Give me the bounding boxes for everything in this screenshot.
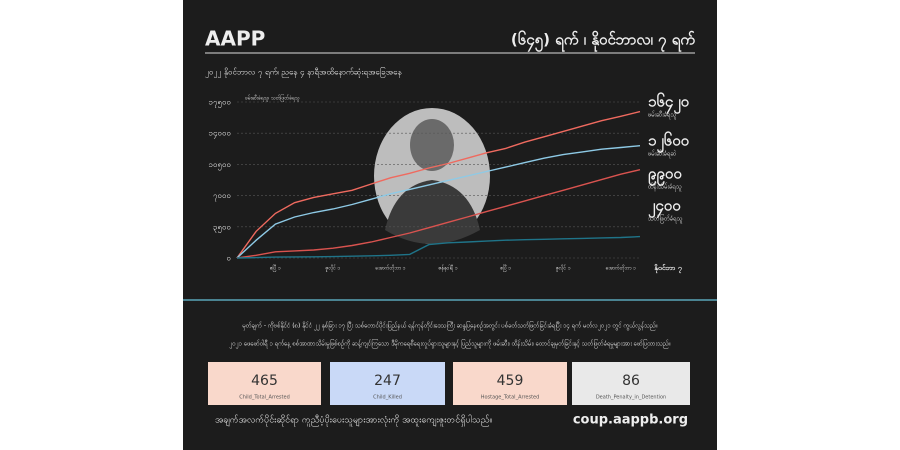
y-tick-label: ၁၄၀၀၀ bbox=[209, 129, 232, 140]
y-tick-label: ၁၇၅၀၀ bbox=[209, 98, 232, 109]
x-tick-label: ဧပြီ ၁ bbox=[500, 265, 511, 272]
x-tick-label: နိုဝင်ဘာ ၇ bbox=[653, 264, 682, 274]
stat-box bbox=[572, 362, 690, 405]
end-label: ၁၂၆၀၀ bbox=[648, 131, 690, 154]
series-line bbox=[236, 110, 641, 259]
subtitle: ၂၀၂၂ နိုဝင်ဘာလ ၇ ရက်၊ ညနေ ၄ နာရီအထိနောက်… bbox=[205, 67, 402, 79]
right-title: (၆၄၅) ရက် ၊ နိုဝင်ဘာလ၊ ၇ ရက် bbox=[511, 30, 695, 53]
end-label: ၁၆၄၂၀ bbox=[648, 92, 690, 115]
x-tick-label: အောက်တိုဘာ ၁ bbox=[375, 266, 405, 272]
stat-label: Child_Total_Arrested bbox=[239, 395, 290, 401]
stat-box bbox=[330, 362, 445, 405]
photo-body bbox=[385, 180, 480, 244]
legend-label: ဖမ်းဆီးခံရသူ bbox=[648, 111, 677, 120]
x-tick-label: ဇန်နဝါရီ ၁ bbox=[439, 266, 458, 272]
note: မှတ်ချက် - ကိုဗစ်နိုင်ငံ (၈) နိုင်ငံ ၂၂ … bbox=[242, 321, 657, 331]
stat-value: 86 bbox=[622, 373, 640, 389]
photo-head bbox=[410, 119, 454, 171]
legend-label: ထိန်းသိမ်းခံရသူ bbox=[648, 183, 682, 192]
x-tick-label: ဧပြီ ၁ bbox=[270, 265, 281, 272]
legend-label: ဖမ်းဆီးခံရဆဲ bbox=[648, 150, 676, 159]
note: ၂၀၂၁ ဖေဖော်ဝါရီ ၁ ရက်နေ့ စစ်အာဏာသိမ်းမှု… bbox=[229, 339, 670, 349]
y-label: ဖမ်းဆီးခံရသူ၊ သတ်ဖြတ်ခံရသူ bbox=[245, 95, 300, 102]
series-line bbox=[236, 145, 641, 259]
stat-label: Death_Penalty_in_Detention bbox=[596, 395, 666, 401]
y-tick-label: ၃၅၀၀ bbox=[213, 222, 231, 233]
y-tick-label: ၇၀၀၀ bbox=[213, 191, 231, 202]
series-line bbox=[236, 235, 641, 259]
footer-url: coup.aappb.org bbox=[573, 413, 688, 428]
x-tick-label: အောက်တိုဘာ ၁ bbox=[606, 266, 636, 272]
photo bbox=[374, 108, 490, 244]
x-tick-label: ဇူလိုင် ၁ bbox=[326, 266, 341, 272]
stat-value: 465 bbox=[251, 373, 278, 389]
y-tick-label: ၀ bbox=[227, 254, 232, 263]
y-tick-label: ၁၀၅၀၀ bbox=[209, 160, 232, 171]
series-line bbox=[236, 169, 641, 259]
end-label: ၂၄၀၀ bbox=[648, 197, 681, 219]
stat-box bbox=[208, 362, 321, 405]
stat-label: Hostage_Total_Arrested bbox=[481, 395, 540, 401]
stats: 465 Child_Total_Arrested 247 Child_Killed 45… bbox=[208, 362, 690, 405]
footer-quote: အချက်အလက်ပိုင်းဆိုင်ရာ ကူညီပံ့ပိုးပေးသူမ… bbox=[215, 415, 492, 427]
stat-value: 247 bbox=[374, 373, 401, 389]
stat-box bbox=[453, 362, 567, 405]
x-tick-label: ဇူလိုင် ၁ bbox=[556, 266, 571, 272]
stat-value: 459 bbox=[497, 373, 524, 389]
end-label: ၉၉၀၀ bbox=[648, 165, 682, 187]
legend-label: သတ်ဖြတ်ခံရသူ bbox=[648, 214, 683, 224]
stat-label: Child_Killed bbox=[373, 395, 402, 401]
title: AAPP bbox=[205, 27, 265, 51]
